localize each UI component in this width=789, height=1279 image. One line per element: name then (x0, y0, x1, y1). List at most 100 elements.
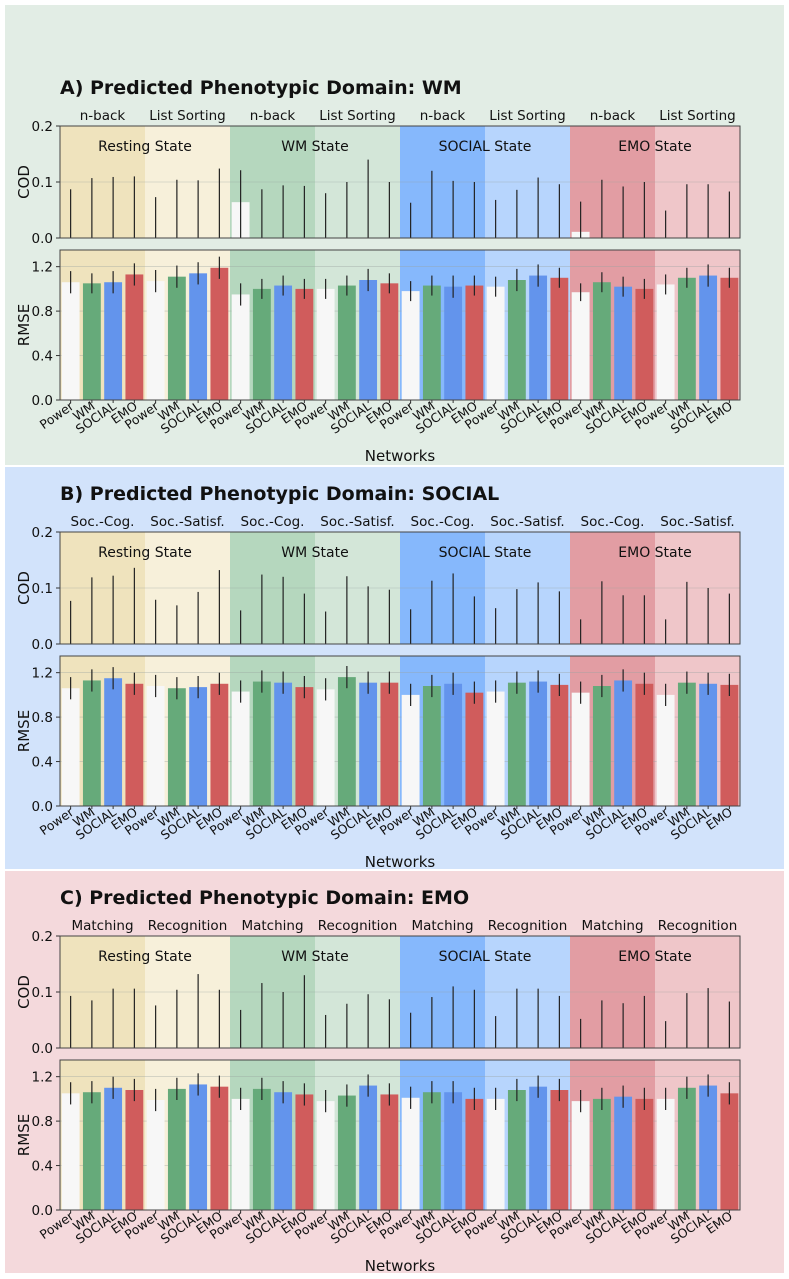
bar-wm (252, 1088, 271, 1210)
bar-emo (550, 684, 569, 806)
bar-emo (550, 1090, 569, 1210)
bar-wm (592, 1098, 611, 1210)
bar-wm (82, 283, 101, 400)
bar-power (316, 1101, 335, 1210)
bar-emo (635, 683, 654, 806)
bar-social (444, 683, 463, 806)
bar-power (231, 691, 250, 806)
bar-power (486, 691, 505, 806)
state-label: WM State (281, 545, 348, 561)
rmse-subplot: 0.0 0.4 0.8 1.2 RMSE (15, 655, 741, 815)
y-tick-label: 0.8 (32, 304, 53, 320)
bar-power (146, 1100, 165, 1210)
task-label: Matching (71, 918, 133, 934)
bar-power (231, 294, 250, 400)
axes-frame (59, 249, 741, 401)
y-tick-label: 0.1 (32, 581, 53, 597)
task-label: Soc.-Satisf. (150, 514, 224, 530)
task-label: Soc.-Cog. (241, 514, 305, 530)
axes-frame (59, 125, 741, 239)
bar-power (571, 292, 590, 400)
axes-frame (59, 1059, 741, 1211)
state-label: EMO State (618, 545, 691, 561)
bar-social (274, 1092, 293, 1210)
bar-social (699, 683, 718, 806)
bar-social (444, 1092, 463, 1210)
state-label: Resting State (98, 139, 192, 155)
bar-wm (422, 285, 441, 400)
bar-social (189, 687, 208, 806)
panel-b: B) Predicted Phenotypic Domain: SOCIAL So… (5, 467, 784, 871)
bar-wm (82, 1092, 101, 1210)
task-label: List Sorting (319, 108, 395, 124)
bar-power (316, 288, 335, 400)
bar-power (486, 1098, 505, 1210)
y-tick-label: 0.1 (32, 175, 53, 191)
y-tick-label: 1.2 (32, 260, 53, 276)
panel-title: C) Predicted Phenotypic Domain: EMO (60, 887, 469, 909)
bar-emo (720, 684, 739, 806)
bar-wm (422, 686, 441, 806)
y-tick-label: 0.1 (32, 985, 53, 1001)
bar-wm (507, 682, 526, 806)
bar-wm (337, 285, 356, 400)
task-label: Matching (241, 918, 303, 934)
state-label: WM State (281, 139, 348, 155)
task-label: Recognition (658, 918, 738, 934)
bar-emo (380, 682, 399, 806)
bar-social (529, 681, 548, 806)
task-label: n-back (80, 108, 126, 124)
y-tick-label: 0.8 (32, 1114, 53, 1130)
rmse-subplot: 0.0 0.4 0.8 1.2 RMSE (15, 1059, 741, 1219)
bar-wm (252, 288, 271, 400)
bar-wm (507, 280, 526, 400)
bar-wm (337, 1095, 356, 1210)
bar-wm (337, 677, 356, 806)
cod-subplot: 0.0 0.1 0.2 Resting State WM State SOCIAL Sta… (15, 119, 741, 247)
state-label: SOCIAL State (439, 949, 532, 965)
task-label: Recognition (148, 918, 228, 934)
bar-power (146, 686, 165, 806)
task-label: List Sorting (659, 108, 735, 124)
bar-wm (507, 1090, 526, 1210)
task-label: Matching (581, 918, 643, 934)
y-tick-label: 0.4 (32, 349, 53, 365)
y-tick-label: 1.2 (32, 666, 53, 682)
bar-emo (550, 277, 569, 400)
bar-emo (295, 288, 314, 400)
panel-c: C) Predicted Phenotypic Domain: EMO Match… (5, 871, 784, 1275)
state-label: WM State (281, 949, 348, 965)
bar-wm (167, 276, 186, 400)
bar-power (61, 688, 80, 806)
bar-wm (677, 1087, 696, 1210)
bar-emo (465, 285, 484, 400)
y-tick-label: 0.0 (32, 637, 53, 653)
bar-emo (380, 283, 399, 400)
bar-social (189, 1084, 208, 1210)
bar-social (359, 280, 378, 400)
bar-social (699, 275, 718, 400)
task-label: Soc.-Cog. (71, 514, 135, 530)
bar-emo (465, 692, 484, 806)
bar-power (656, 1098, 675, 1210)
y-tick-label: 0.2 (32, 525, 53, 541)
y-axis-label: COD (15, 165, 33, 199)
y-axis-label: RMSE (15, 1114, 33, 1156)
y-axis-label: RMSE (15, 304, 33, 346)
bar-social (359, 682, 378, 806)
bar-wm (422, 1092, 441, 1210)
bar-wm (167, 688, 186, 806)
task-label: List Sorting (149, 108, 225, 124)
y-tick-label: 0.8 (32, 710, 53, 726)
bar-power (401, 291, 420, 400)
task-label: List Sorting (489, 108, 565, 124)
bar-emo (295, 1094, 314, 1210)
bar-wm (82, 680, 101, 806)
bar-social (614, 1096, 633, 1210)
bar-emo (125, 683, 144, 806)
axes-frame (59, 531, 741, 645)
task-label: Soc.-Cog. (581, 514, 645, 530)
task-label: n-back (250, 108, 296, 124)
rmse-subplot: 0.0 0.4 0.8 1.2 RMSE (15, 249, 741, 409)
